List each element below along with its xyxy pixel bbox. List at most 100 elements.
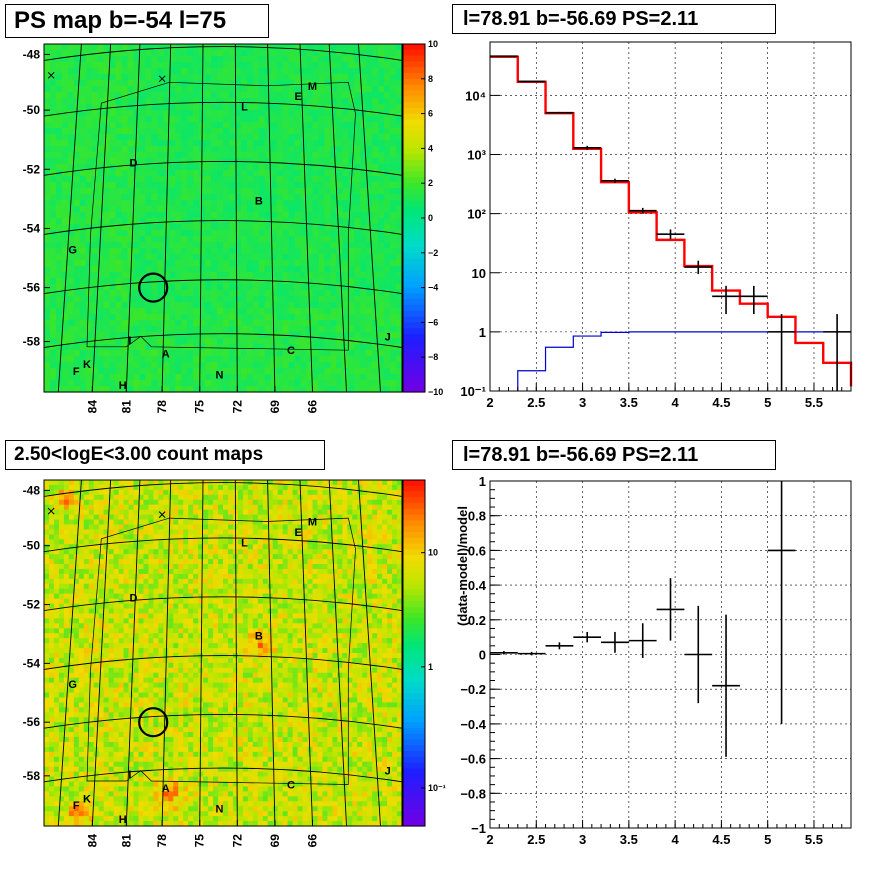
heatmap-cell xyxy=(348,230,355,237)
heatmap-cell xyxy=(354,164,361,171)
heatmap-cell xyxy=(48,544,55,550)
heatmap-cell xyxy=(211,128,218,135)
heatmap-cell xyxy=(113,564,120,570)
heatmap-cell xyxy=(151,302,158,309)
heatmap-cell xyxy=(157,356,164,363)
heatmap-cell xyxy=(288,338,296,345)
heatmap-cell xyxy=(218,544,224,550)
heatmap-cell xyxy=(187,134,194,141)
heatmap-cell xyxy=(115,164,123,171)
heatmap-cell xyxy=(384,56,391,63)
heatmap-cell xyxy=(288,128,296,135)
heatmap-cell xyxy=(324,122,331,129)
heatmap-cell xyxy=(88,539,95,545)
heatmap-cell xyxy=(223,152,230,159)
heatmap-cell xyxy=(133,302,141,309)
heatmap-cell xyxy=(44,302,51,309)
heatmap-cell xyxy=(366,248,373,255)
heatmap-cell xyxy=(183,519,189,526)
heatmap-cell xyxy=(330,56,337,63)
heatmap-cell xyxy=(390,242,397,249)
heatmap-cell xyxy=(67,386,75,393)
heatmap-cell xyxy=(139,104,147,111)
heatmap-cell xyxy=(97,164,105,171)
heatmap-cell xyxy=(121,242,129,249)
heatmap-cell xyxy=(203,504,209,511)
heatmap-cell xyxy=(44,212,51,219)
heatmap-cell xyxy=(396,80,403,87)
heatmap-cell xyxy=(61,380,69,387)
heatmap-cell xyxy=(163,56,170,63)
heatmap-cell xyxy=(318,86,326,93)
heatmap-cell xyxy=(317,559,324,565)
heatmap-cell xyxy=(103,128,111,135)
heatmap-cell xyxy=(143,509,150,516)
heatmap-cell xyxy=(91,68,99,75)
heatmap-cell xyxy=(205,92,212,99)
heatmap-cell xyxy=(98,504,105,511)
heatmap-cell xyxy=(157,242,164,249)
heatmap-cell xyxy=(354,116,361,123)
heatmap-cell xyxy=(318,170,326,177)
heatmap-cell xyxy=(384,182,391,189)
heatmap-cell xyxy=(294,194,302,201)
heatmap-cell xyxy=(187,74,194,81)
heatmap-cell xyxy=(294,266,302,273)
heatmap-cell xyxy=(372,170,379,177)
heatmap-cell xyxy=(258,62,266,69)
heatmap-cell xyxy=(228,110,236,117)
heatmap-cell xyxy=(143,544,150,550)
heatmap-cell xyxy=(372,164,379,171)
heatmap-cell xyxy=(246,74,254,81)
heatmap-cell xyxy=(187,116,194,123)
heatmap-cell xyxy=(357,529,363,535)
heatmap-cell xyxy=(390,338,397,345)
heatmap-cell xyxy=(378,206,385,213)
heatmap-cell xyxy=(157,362,164,369)
heatmap-cell xyxy=(378,290,385,297)
heatmap-cell xyxy=(357,514,363,521)
heatmap-cell xyxy=(211,362,218,369)
heatmap-cell xyxy=(55,290,63,297)
heatmap-cell xyxy=(199,212,206,219)
heatmap-cell xyxy=(366,80,373,87)
heatmap-cell xyxy=(127,302,135,309)
heatmap-cell xyxy=(67,332,75,339)
heatmap-cell xyxy=(396,338,403,345)
heatmap-cell xyxy=(392,529,398,535)
heatmap-cell xyxy=(247,559,254,565)
heatmap-cell xyxy=(270,50,278,57)
heatmap-cell xyxy=(378,188,385,195)
heatmap-cell xyxy=(282,212,290,219)
heatmap-cell xyxy=(113,519,120,526)
heatmap-cell xyxy=(169,266,176,273)
heatmap-cell xyxy=(97,122,105,129)
heatmap-cell xyxy=(240,188,248,195)
heatmap-cell xyxy=(121,308,129,315)
heatmap-cell xyxy=(367,499,373,506)
heatmap-cell xyxy=(330,110,337,117)
heatmap-cell xyxy=(79,110,87,117)
heatmap-cell xyxy=(151,296,158,303)
heatmap-cell xyxy=(127,224,135,231)
heatmap-cell xyxy=(360,290,367,297)
heatmap-cell xyxy=(181,290,188,297)
heatmap-cell xyxy=(49,350,57,357)
heatmap-cell xyxy=(312,176,320,183)
heatmap-cell xyxy=(372,62,379,69)
heatmap-cell xyxy=(163,176,170,183)
heatmap-cell xyxy=(332,534,338,540)
heatmap-cell xyxy=(133,290,141,297)
heatmap-cell xyxy=(115,320,123,327)
heatmap-cell xyxy=(378,302,385,309)
heatmap-cell xyxy=(337,564,343,570)
heatmap-cell xyxy=(264,338,272,345)
heatmap-cell xyxy=(145,326,152,333)
heatmap-cell xyxy=(342,80,349,87)
colorbar-swatch xyxy=(403,281,425,289)
heatmap-cell xyxy=(61,368,69,375)
heatmap-cell xyxy=(193,302,200,309)
heatmap-cell xyxy=(198,568,204,575)
heatmap-cell xyxy=(115,386,123,393)
heatmap-cell xyxy=(73,62,81,69)
